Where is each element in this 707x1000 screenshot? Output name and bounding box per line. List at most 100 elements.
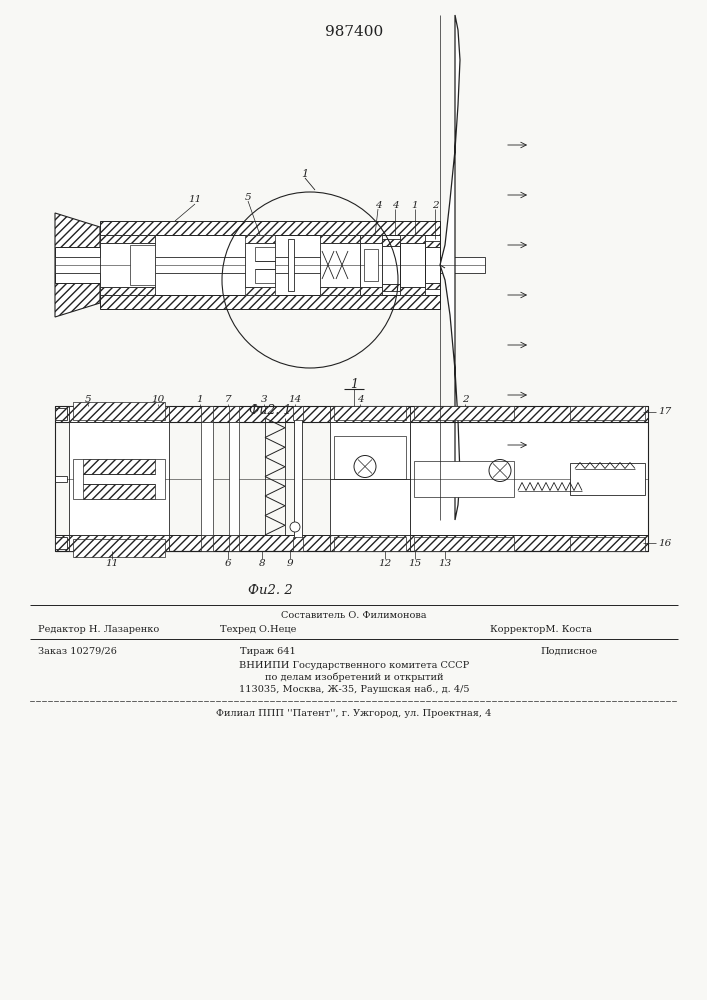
Bar: [294, 406, 302, 551]
Bar: [288, 239, 294, 291]
Bar: [255, 269, 275, 283]
Bar: [245, 235, 275, 243]
Bar: [69, 422, 169, 535]
Bar: [100, 235, 155, 243]
Bar: [414, 460, 514, 496]
Bar: [400, 235, 425, 243]
Text: Фu2. 2: Фu2. 2: [247, 584, 293, 596]
Bar: [100, 221, 440, 235]
Bar: [73, 458, 165, 498]
Bar: [55, 476, 67, 482]
Bar: [320, 235, 360, 243]
Bar: [410, 406, 648, 422]
Bar: [293, 406, 303, 420]
Bar: [334, 406, 406, 420]
Bar: [73, 539, 165, 557]
Bar: [229, 422, 239, 535]
Text: 14: 14: [288, 395, 302, 404]
Text: 4: 4: [375, 200, 381, 210]
Bar: [410, 422, 648, 535]
Text: КорректорМ. Коста: КорректорМ. Коста: [490, 624, 592, 634]
Bar: [334, 436, 406, 479]
Bar: [130, 245, 155, 285]
Bar: [320, 287, 360, 295]
Bar: [360, 287, 382, 295]
Bar: [100, 287, 155, 295]
Text: Редактор Н. Лазаренко: Редактор Н. Лазаренко: [38, 624, 159, 634]
Bar: [245, 243, 275, 287]
Bar: [255, 247, 275, 261]
Text: 987400: 987400: [325, 25, 383, 39]
Text: 6: 6: [225, 558, 231, 568]
Polygon shape: [440, 15, 460, 520]
Bar: [229, 406, 239, 422]
Bar: [330, 406, 410, 422]
Bar: [100, 243, 155, 287]
Bar: [201, 422, 213, 535]
Text: 1: 1: [350, 377, 358, 390]
Bar: [330, 535, 410, 551]
Text: 16: 16: [658, 538, 671, 548]
Text: 9: 9: [286, 558, 293, 568]
Bar: [55, 537, 67, 549]
Bar: [400, 287, 425, 295]
Bar: [100, 295, 440, 309]
Bar: [245, 287, 275, 295]
Text: 4: 4: [357, 395, 363, 404]
Bar: [320, 243, 360, 287]
Bar: [400, 243, 425, 287]
Bar: [570, 537, 645, 551]
Bar: [382, 284, 400, 291]
Text: 113035, Москва, Ж-35, Раушская наб., д. 4/5: 113035, Москва, Ж-35, Раушская наб., д. …: [239, 684, 469, 694]
Bar: [201, 406, 213, 422]
Text: Составитель О. Филимонова: Составитель О. Филимонова: [281, 610, 427, 619]
Text: Заказ 10279/26: Заказ 10279/26: [38, 647, 117, 656]
Bar: [425, 283, 440, 289]
Circle shape: [290, 522, 300, 532]
Text: 7: 7: [225, 395, 231, 404]
Bar: [360, 235, 382, 243]
Bar: [83, 458, 155, 474]
Text: ВНИИПИ Государственного комитета СССР: ВНИИПИ Государственного комитета СССР: [239, 660, 469, 670]
Bar: [83, 484, 155, 498]
Text: 2: 2: [462, 395, 468, 404]
Bar: [55, 406, 648, 422]
Bar: [364, 249, 378, 281]
Bar: [382, 246, 400, 284]
Bar: [55, 247, 100, 283]
Text: 11: 11: [188, 196, 201, 205]
Text: 10: 10: [151, 395, 165, 404]
Text: 1: 1: [301, 169, 308, 179]
Text: по делам изобретений и открытий: по делам изобретений и открытий: [264, 672, 443, 682]
Text: 8: 8: [259, 558, 265, 568]
Bar: [55, 408, 67, 420]
Text: 2: 2: [432, 200, 438, 210]
Text: 1: 1: [411, 200, 419, 210]
Text: 11: 11: [105, 558, 119, 568]
Text: Тираж 641: Тираж 641: [240, 647, 296, 656]
Bar: [100, 235, 440, 295]
Bar: [382, 239, 400, 246]
Text: 5: 5: [85, 395, 91, 404]
Bar: [570, 462, 645, 494]
Bar: [570, 406, 645, 420]
Bar: [73, 402, 165, 420]
Text: 17: 17: [658, 408, 671, 416]
Bar: [334, 537, 406, 551]
Bar: [229, 535, 239, 551]
Bar: [69, 535, 169, 551]
Bar: [414, 537, 514, 551]
Text: 5: 5: [245, 192, 251, 202]
Text: 15: 15: [409, 558, 421, 568]
Text: 13: 13: [438, 558, 452, 568]
Text: 4: 4: [392, 200, 398, 210]
Bar: [360, 243, 382, 287]
Text: Техред О.Неце: Техред О.Неце: [220, 624, 296, 634]
Bar: [425, 241, 440, 247]
Text: Филиал ППП ''Патент'', г. Ужгород, ул. Проектная, 4: Филиал ППП ''Патент'', г. Ужгород, ул. П…: [216, 708, 491, 718]
Bar: [414, 406, 514, 420]
Bar: [425, 247, 440, 283]
Text: Подписное: Подписное: [540, 647, 597, 656]
Bar: [69, 406, 169, 422]
Polygon shape: [55, 213, 100, 317]
